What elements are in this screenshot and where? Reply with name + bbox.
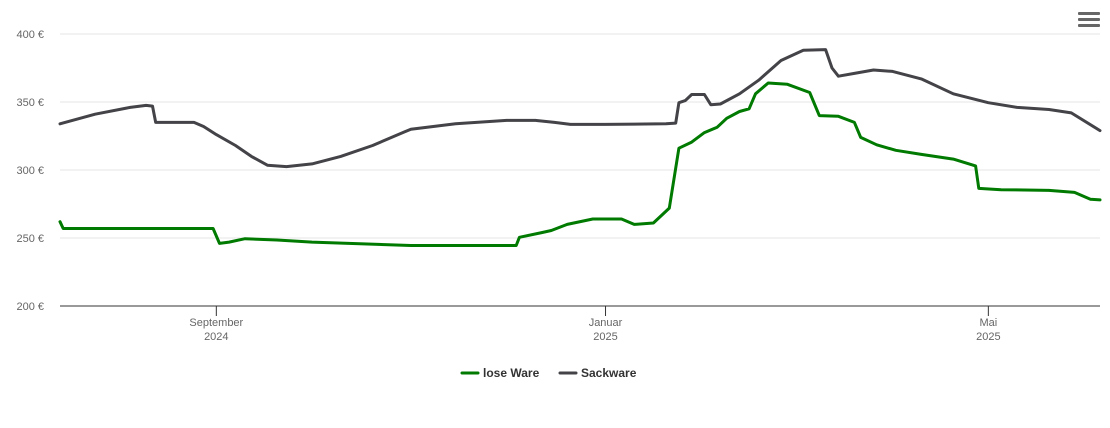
x-tick-label: September xyxy=(189,317,243,329)
x-axis: September 2024 Januar 2025 Mai 2025 xyxy=(60,305,1100,343)
y-tick-label: 350 € xyxy=(16,97,44,109)
series-line-1 xyxy=(58,81,1102,247)
x-tick-label: 2024 xyxy=(204,331,228,343)
legend: lose Ware Sackware xyxy=(460,366,637,380)
menu-bar xyxy=(1078,12,1100,15)
series-lines xyxy=(58,48,1102,247)
y-axis: 200 € 250 € 300 € 350 € 400 € xyxy=(16,29,44,313)
legend-label: lose Ware xyxy=(483,366,540,380)
chart-menu-button[interactable] xyxy=(1078,12,1100,32)
menu-bar xyxy=(1078,24,1100,27)
series-line-2 xyxy=(58,48,1102,169)
x-tick-label: 2025 xyxy=(976,331,1000,343)
y-tick-label: 200 € xyxy=(16,301,44,313)
y-tick-label: 400 € xyxy=(16,29,44,41)
y-tick-label: 250 € xyxy=(16,233,44,245)
legend-label: Sackware xyxy=(581,366,637,380)
menu-bar xyxy=(1078,18,1100,21)
y-tick-label: 300 € xyxy=(16,165,44,177)
x-tick-label: Mai xyxy=(979,317,997,329)
grid-lines xyxy=(60,33,1100,239)
x-tick-label: 2025 xyxy=(593,331,617,343)
x-tick-label: Januar xyxy=(589,317,623,329)
